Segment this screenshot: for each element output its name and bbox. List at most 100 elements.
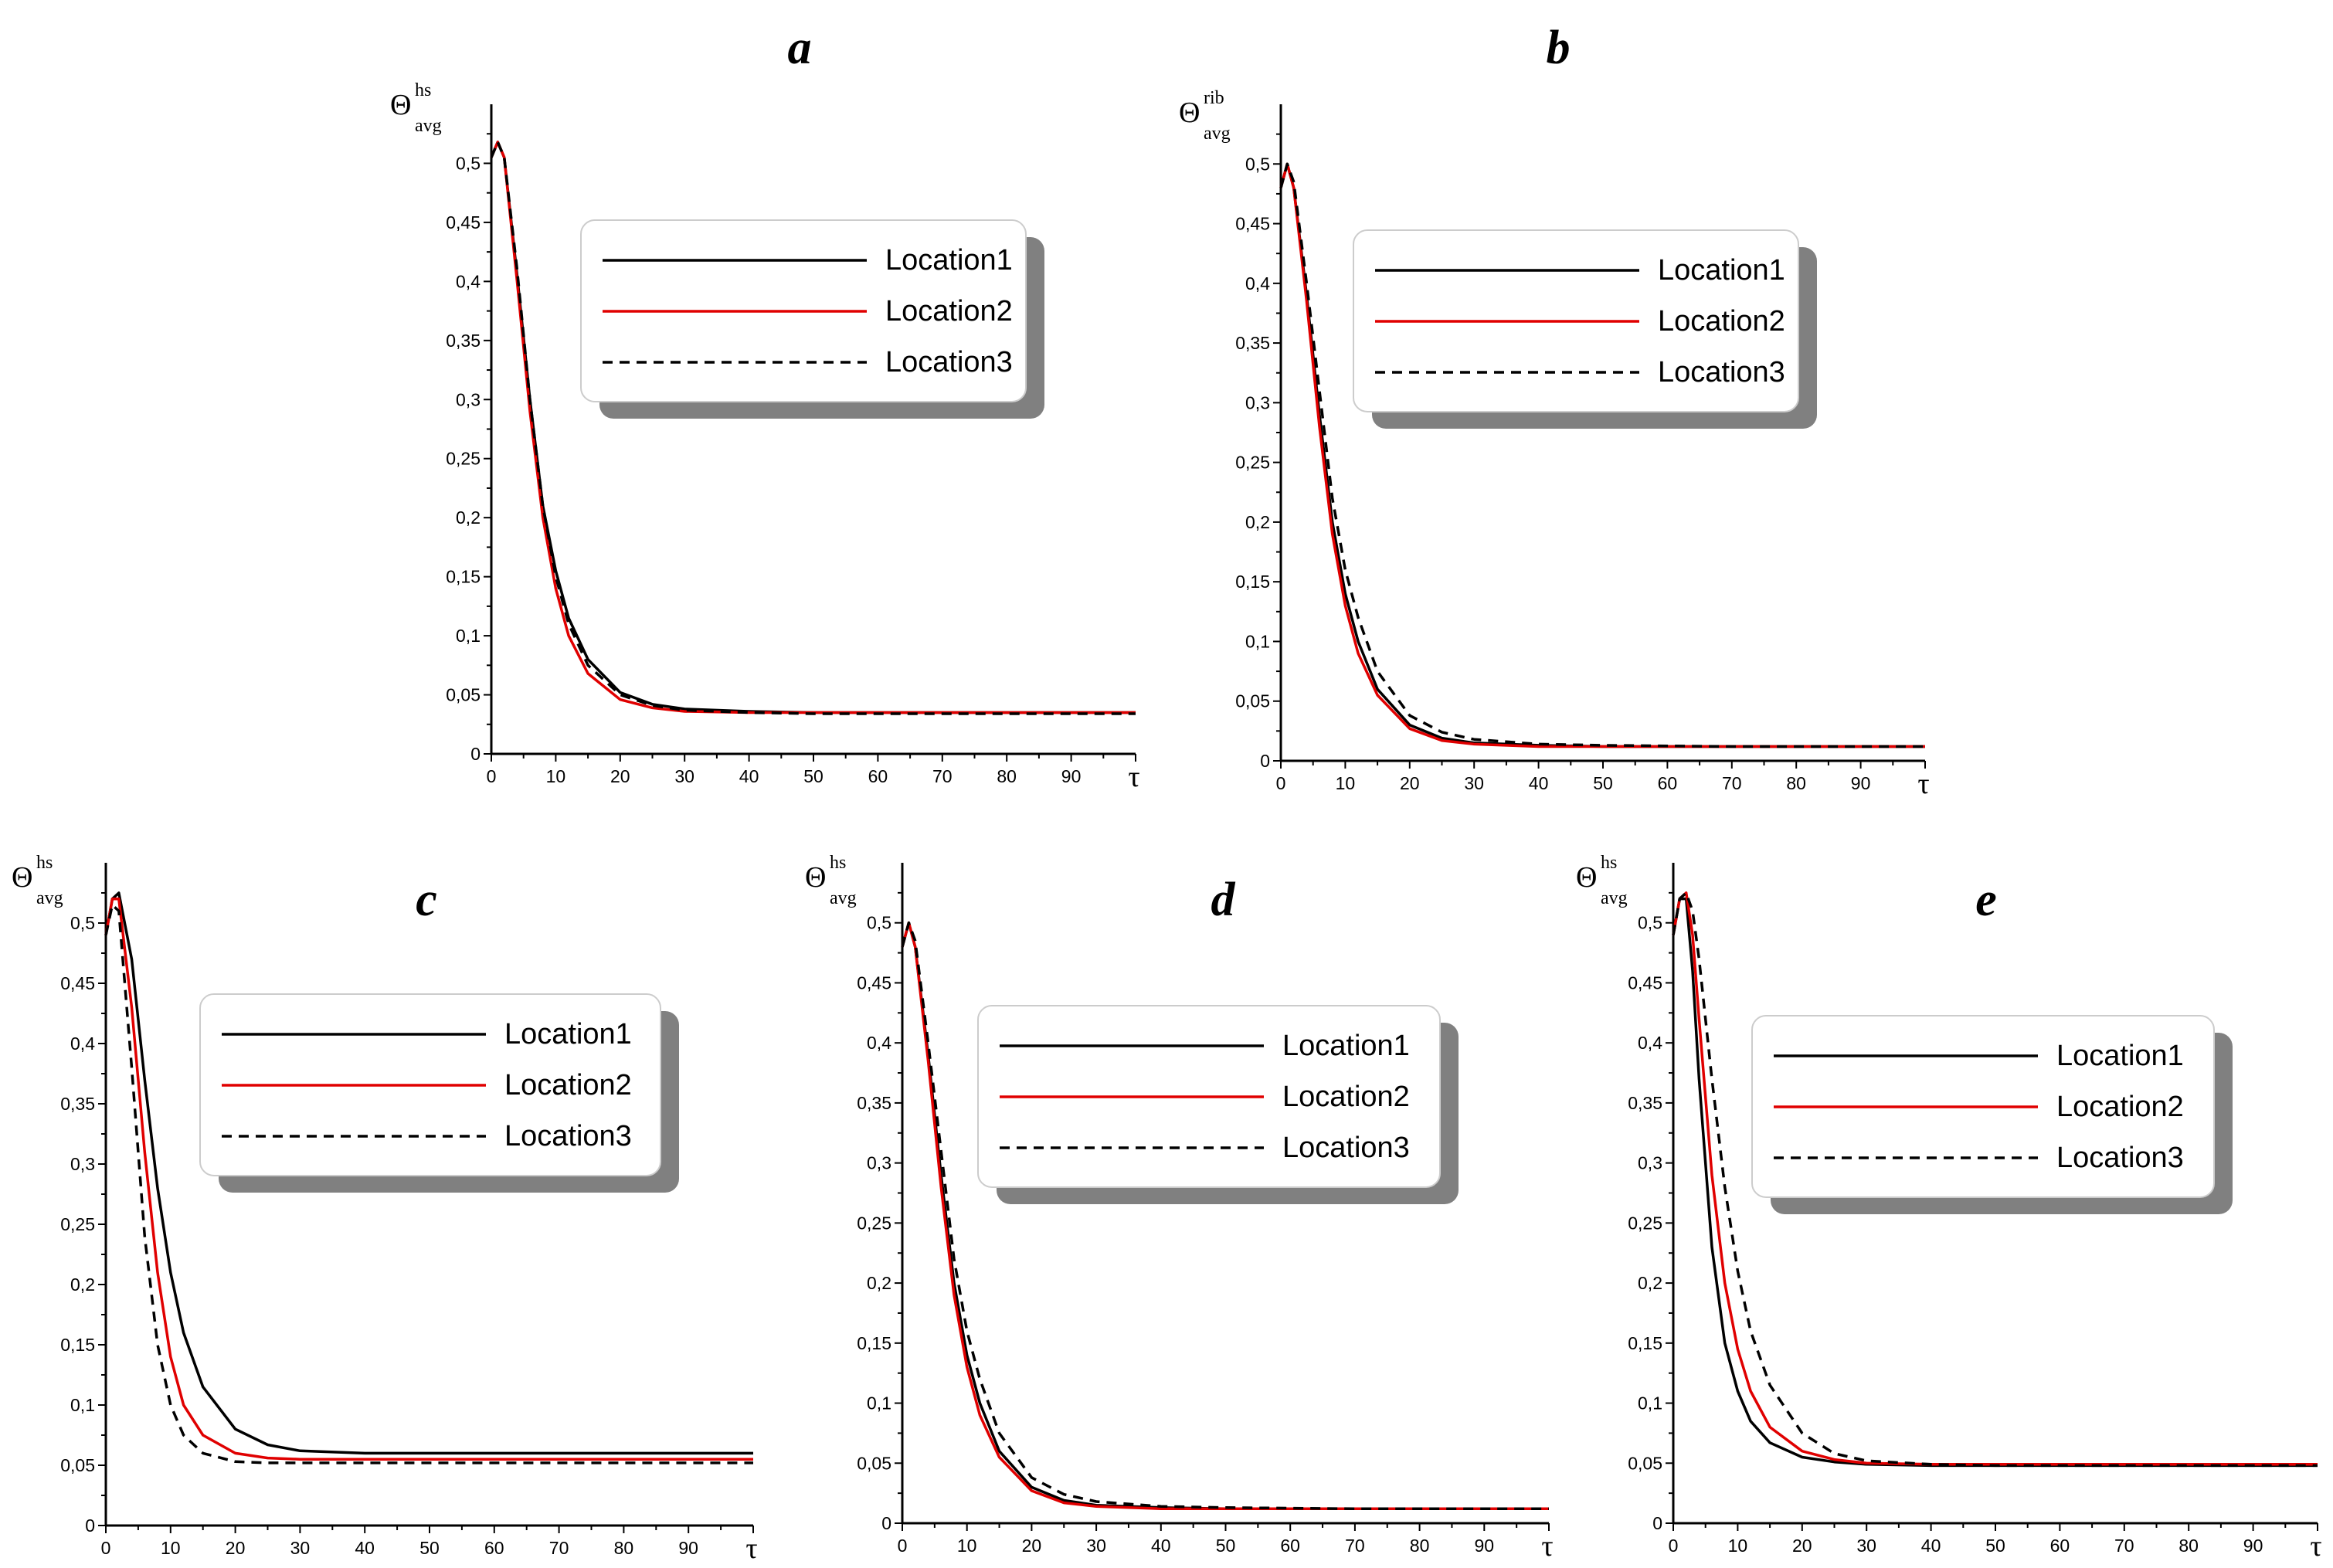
x-tick-label: 90 [1851,773,1871,793]
legend-label: Location3 [1282,1132,1410,1164]
x-tick-label: 80 [1786,773,1806,793]
x-tick-label: 70 [932,766,953,786]
x-tick-label: 40 [1529,773,1549,793]
x-tick-label: 90 [678,1538,698,1558]
y-tick-label: 0,5 [867,913,891,933]
y-tick-label: 0,4 [867,1033,891,1053]
x-tick-label: 70 [549,1538,569,1558]
x-tick-label: 50 [1985,1536,2005,1556]
y-tick-label: 0,15 [60,1335,95,1355]
panel-title: a [788,22,812,74]
x-tick-label: 90 [1475,1536,1495,1556]
legend-label: Location2 [1658,305,1785,338]
y-tick-label: 0,3 [1245,392,1270,412]
x-tick-label: 50 [1593,773,1613,793]
x-tick-label: 0 [101,1538,111,1558]
y-tick-label: 0,2 [867,1273,891,1293]
x-tick-label: 80 [2178,1536,2199,1556]
y-tick-label: 0,05 [1628,1453,1662,1473]
y-tick-label: 0,05 [60,1455,95,1475]
y-tick-label: 0,5 [1245,154,1270,174]
legend-label: Location2 [1282,1081,1410,1113]
y-tick-label: 0 [881,1513,891,1533]
panel-title: c [416,874,437,926]
y-tick-label: 0,35 [857,1093,891,1113]
chart-panel-d: d Θ hs avg 0 0,05 0,1 0,15 0,2 0,25 0,3 0,35 0,4 0,45… [805,853,1554,1563]
y-axis-label-superscript: rib [1204,88,1224,108]
y-tick-label: 0,45 [446,212,481,232]
y-tick-label: 0,1 [867,1393,891,1414]
y-tick-label: 0,35 [60,1094,95,1114]
panel-title: b [1547,22,1571,74]
series-line-location3 [490,141,1136,715]
x-tick-label: 0 [487,766,497,786]
y-tick-label: 0,35 [1235,333,1270,353]
y-axis-label: Θ [1179,97,1200,129]
x-tick-label: 60 [868,766,888,786]
x-tick-label: 30 [1856,1536,1876,1556]
x-tick-label: 20 [1792,1536,1812,1556]
y-tick-label: 0,25 [1235,453,1270,473]
x-tick-label: 70 [1722,773,1742,793]
x-tick-label: 20 [1022,1536,1042,1556]
x-tick-label: 50 [419,1538,440,1558]
panel-title: e [1975,874,1997,926]
y-axis-label: Θ [805,861,826,894]
chart-panel-e: e Θ hs avg 0 0,05 0,1 0,15 0,2 0,25 0,3 0,35 0,4 0,45… [1576,853,2322,1563]
chart-panel-b: b Θ rib avg 0 0,05 0,1 0,15 0,2 0,25 0,3 0,35 0,4 0,4… [1179,22,1930,800]
y-tick-label: 0,3 [867,1153,891,1173]
legend-label: Location1 [2056,1040,2184,1072]
x-tick-label: 70 [2114,1536,2134,1556]
x-tick-label: 60 [2050,1536,2070,1556]
x-axis-label: τ [1917,768,1929,800]
legend-label: Location3 [1658,356,1785,389]
y-tick-label: 0,4 [1638,1033,1662,1053]
series-line-location2 [901,921,1549,1511]
legend-label: Location3 [504,1120,632,1152]
y-axis-label-subscript: avg [830,888,857,908]
y-tick-label: 0,25 [857,1213,891,1233]
x-tick-label: 90 [1061,766,1082,786]
legend-label: Location3 [885,346,1013,378]
legend-label: Location3 [2056,1142,2184,1174]
y-axis-label: Θ [12,861,32,894]
y-tick-label: 0,3 [70,1154,95,1174]
y-axis-label-subscript: avg [415,116,442,136]
y-tick-label: 0,5 [456,153,481,173]
series-line-location3 [1279,162,1925,748]
panel-title: d [1211,874,1236,926]
y-tick-label: 0,1 [1638,1393,1662,1414]
y-tick-label: 0,25 [1628,1213,1662,1233]
x-tick-label: 30 [290,1538,311,1558]
x-tick-label: 10 [957,1536,977,1556]
x-tick-label: 0 [1669,1536,1679,1556]
y-axis-label-superscript: hs [415,80,431,100]
x-axis-label: τ [1541,1530,1553,1563]
y-axis-label: Θ [390,89,411,121]
y-tick-label: 0,4 [456,271,481,291]
x-tick-label: 0 [1276,773,1286,793]
y-tick-label: 0,05 [857,1453,891,1473]
y-tick-label: 0,45 [857,972,891,993]
x-tick-label: 60 [1658,773,1678,793]
y-tick-label: 0,15 [1628,1333,1662,1353]
x-axis-label: τ [2310,1530,2321,1563]
x-tick-label: 40 [1151,1536,1171,1556]
x-tick-label: 70 [1345,1536,1365,1556]
x-tick-label: 40 [739,766,759,786]
legend-label: Location2 [2056,1091,2184,1123]
y-tick-label: 0,4 [1245,273,1270,294]
x-tick-label: 30 [674,766,694,786]
y-tick-label: 0,25 [60,1214,95,1234]
x-tick-label: 20 [1400,773,1420,793]
series-line-location2 [1279,162,1925,748]
y-tick-label: 0 [1260,751,1270,771]
legend-label: Location1 [885,244,1013,277]
y-tick-label: 0,05 [446,685,481,705]
chart-panel-c: c Θ hs avg 0 0,05 0,1 0,15 0,2 0,25 0,3 0,35 0,4 0,45… [12,853,758,1565]
x-tick-label: 10 [1728,1536,1748,1556]
y-tick-label: 0,35 [446,331,481,351]
x-tick-label: 10 [546,766,566,786]
y-axis-label-subscript: avg [36,888,63,908]
y-axis-label-subscript: avg [1204,124,1231,144]
